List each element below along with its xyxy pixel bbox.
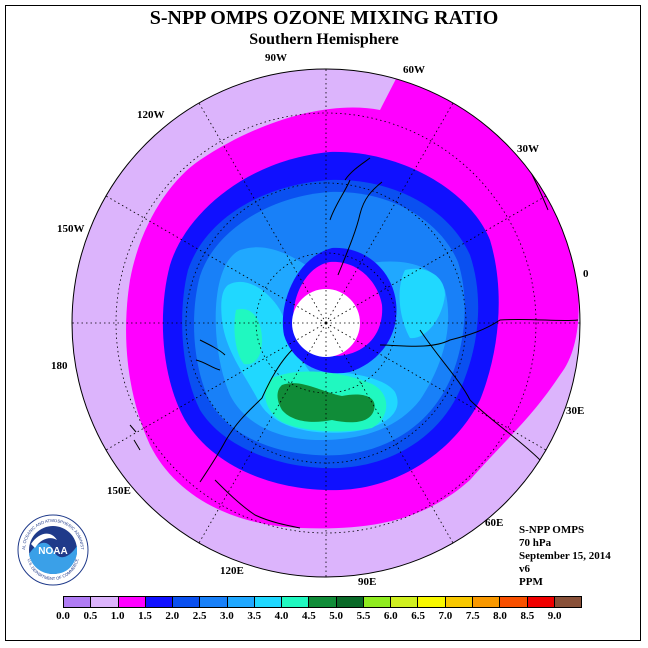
lon-label-120w: 120W <box>137 109 165 121</box>
colorbar-tick-label: 2.5 <box>192 610 207 622</box>
map-subtitle: Southern Hemisphere <box>249 31 399 48</box>
colorbar-tick-label: 3.5 <box>247 610 262 622</box>
colorbar-tick-label: 8.0 <box>493 610 507 622</box>
colorbar-segment <box>363 597 392 607</box>
colorbar-segment <box>145 597 174 607</box>
lon-label-30w: 30W <box>517 143 539 155</box>
colorbar-tick-label: 5.5 <box>356 610 371 622</box>
colorbar-tick-label: 0.0 <box>56 610 70 622</box>
colorbar-tick-label: 8.5 <box>520 610 535 622</box>
info-units: PPM <box>519 576 543 588</box>
colorbar-tick-label: 0.5 <box>83 610 98 622</box>
lon-label-150w: 150W <box>57 223 85 235</box>
colorbar-segment <box>91 597 119 607</box>
lon-label-90e: 90E <box>358 576 377 588</box>
colorbar-tick-label: 4.5 <box>301 610 316 622</box>
colorbar-segment <box>554 597 582 607</box>
colorbar-tick-label: 1.0 <box>110 610 125 622</box>
lon-label-0: 0 <box>583 268 589 280</box>
colorbar-segment <box>200 597 228 607</box>
colorbar-tick-label: 6.0 <box>383 610 398 622</box>
colorbar-tick-label: 2.0 <box>165 610 180 622</box>
info-date: September 15, 2014 <box>519 550 611 562</box>
colorbar-segment <box>118 597 146 607</box>
colorbar-tick-label: 7.5 <box>465 610 480 622</box>
info-block: S-NPP OMPS 70 hPa September 15, 2014 v6 … <box>519 524 611 589</box>
colorbar-segment <box>472 597 501 607</box>
colorbar-segment <box>418 597 446 607</box>
colorbar-segment <box>254 597 283 607</box>
colorbar-segment <box>64 597 92 607</box>
lon-label-60e: 60E <box>485 517 504 529</box>
info-version: v6 <box>519 563 530 575</box>
colorbar-segment <box>282 597 310 607</box>
colorbar-segment <box>391 597 419 607</box>
band-4.5-5.0 <box>277 383 375 423</box>
colorbar-tick-label: 7.0 <box>438 610 453 622</box>
colorbar-tick-label: 4.0 <box>274 610 289 622</box>
colorbar-segment <box>173 597 201 607</box>
noaa-logo-icon: NOAA NATIONAL OCEANIC AND ATMOSPHERIC AD… <box>17 514 89 586</box>
lon-label-60w: 60W <box>403 64 425 76</box>
colorbar-segment <box>500 597 528 607</box>
colorbar-tick-label: 1.5 <box>138 610 152 622</box>
colorbar-segment <box>227 597 255 607</box>
colorbar-segment <box>445 597 473 607</box>
colorbar-tick-label: 5.0 <box>329 610 344 622</box>
lon-label-120e: 120E <box>220 565 244 577</box>
info-instrument: S-NPP OMPS <box>519 524 585 536</box>
figure-frame <box>5 5 641 641</box>
colorbar-tick-label: 6.5 <box>411 610 425 622</box>
lon-label-150e: 150E <box>107 485 131 497</box>
svg-text:NOAA: NOAA <box>38 546 67 557</box>
colorbar <box>63 596 582 608</box>
map-boundary <box>71 68 581 578</box>
lon-label-180: 180 <box>51 360 68 372</box>
lon-label-30e: 30E <box>566 405 585 417</box>
colorbar-segment <box>336 597 364 607</box>
colorbar-ticks: 0.0 0.5 1.0 1.5 2.0 2.5 3.0 3.5 4.0 4.5 5.0 5.5 6.0 6… <box>0 610 648 624</box>
colorbar-tick-label: 9.0 <box>547 610 562 622</box>
graticule <box>72 69 580 577</box>
colorbar-segment <box>527 597 555 607</box>
colorbar-tick-label: 3.0 <box>220 610 234 622</box>
info-pressure: 70 hPa <box>519 537 552 549</box>
colorbar-segment <box>309 597 337 607</box>
map-title: S-NPP OMPS OZONE MIXING RATIO <box>149 7 499 29</box>
lon-label-90w: 90W <box>265 52 287 64</box>
